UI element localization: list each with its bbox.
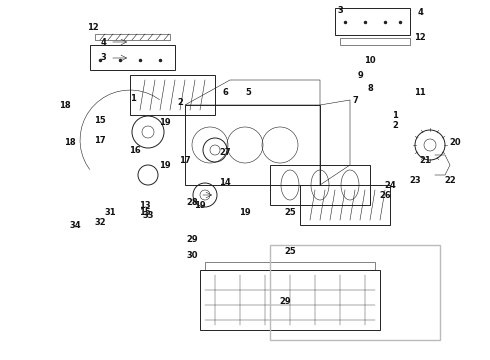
Text: 18: 18 <box>59 100 71 109</box>
Text: 19: 19 <box>159 117 171 126</box>
Text: 30: 30 <box>186 251 198 260</box>
Text: 27: 27 <box>219 148 231 157</box>
Text: 2: 2 <box>392 121 398 130</box>
Text: 8: 8 <box>367 84 373 93</box>
Text: 11: 11 <box>414 87 426 96</box>
Text: 17: 17 <box>94 135 106 144</box>
Text: 29: 29 <box>186 235 198 244</box>
Text: 3: 3 <box>100 53 106 62</box>
Text: 15: 15 <box>94 116 106 125</box>
Text: 19: 19 <box>194 201 206 210</box>
Text: 19: 19 <box>159 161 171 170</box>
Bar <box>270 245 440 340</box>
Text: 32: 32 <box>94 217 106 226</box>
Text: 4: 4 <box>100 37 106 46</box>
Text: 22: 22 <box>444 176 456 185</box>
Text: 21: 21 <box>419 156 431 165</box>
Text: 25: 25 <box>284 207 296 216</box>
Text: 6: 6 <box>222 87 228 96</box>
Text: 26: 26 <box>379 190 391 199</box>
Text: 25: 25 <box>284 248 296 256</box>
Text: 13: 13 <box>139 201 151 210</box>
Text: 14: 14 <box>219 177 231 186</box>
Text: 15: 15 <box>139 207 151 216</box>
Text: 23: 23 <box>409 176 421 185</box>
Text: 29: 29 <box>279 297 291 306</box>
Text: 34: 34 <box>69 220 81 230</box>
Text: 16: 16 <box>129 145 141 154</box>
Text: 4: 4 <box>417 8 423 17</box>
Text: 12: 12 <box>87 23 99 32</box>
Text: 7: 7 <box>352 95 358 104</box>
Text: 19: 19 <box>239 207 251 216</box>
Text: 2: 2 <box>177 98 183 107</box>
Text: 9: 9 <box>357 71 363 80</box>
Text: 28: 28 <box>186 198 198 207</box>
Text: 18: 18 <box>64 138 76 147</box>
Text: 1: 1 <box>130 94 136 103</box>
Text: 3: 3 <box>337 5 343 14</box>
Text: 17: 17 <box>179 156 191 165</box>
Text: 5: 5 <box>245 87 251 96</box>
Text: 33: 33 <box>142 211 154 220</box>
Text: 10: 10 <box>364 55 376 64</box>
Text: 12: 12 <box>414 32 426 41</box>
Text: 31: 31 <box>104 207 116 216</box>
Text: 20: 20 <box>449 138 461 147</box>
Text: 1: 1 <box>392 111 398 120</box>
Text: 24: 24 <box>384 180 396 189</box>
